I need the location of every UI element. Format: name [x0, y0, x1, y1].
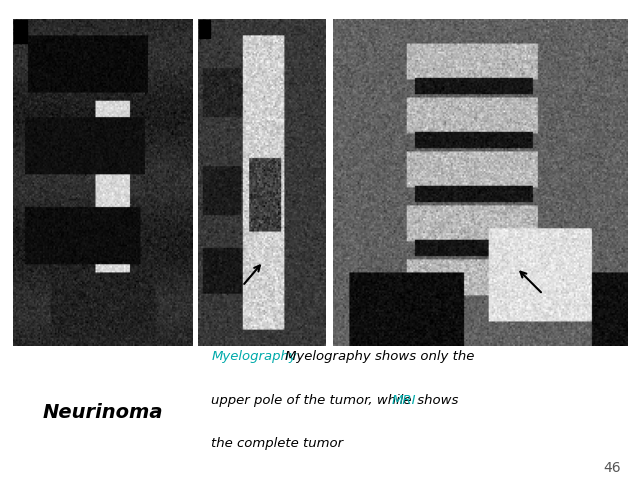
Text: the complete tumor: the complete tumor — [211, 437, 343, 450]
Text: shows: shows — [413, 394, 458, 407]
Text: upper pole of the tumor, while: upper pole of the tumor, while — [211, 394, 416, 407]
Text: 46: 46 — [603, 461, 621, 475]
Text: MRI: MRI — [392, 394, 416, 407]
Text: Myelography: Myelography — [211, 350, 297, 363]
Text: Neurinoma: Neurinoma — [42, 403, 163, 422]
Text: Myelography shows only the: Myelography shows only the — [285, 350, 474, 363]
